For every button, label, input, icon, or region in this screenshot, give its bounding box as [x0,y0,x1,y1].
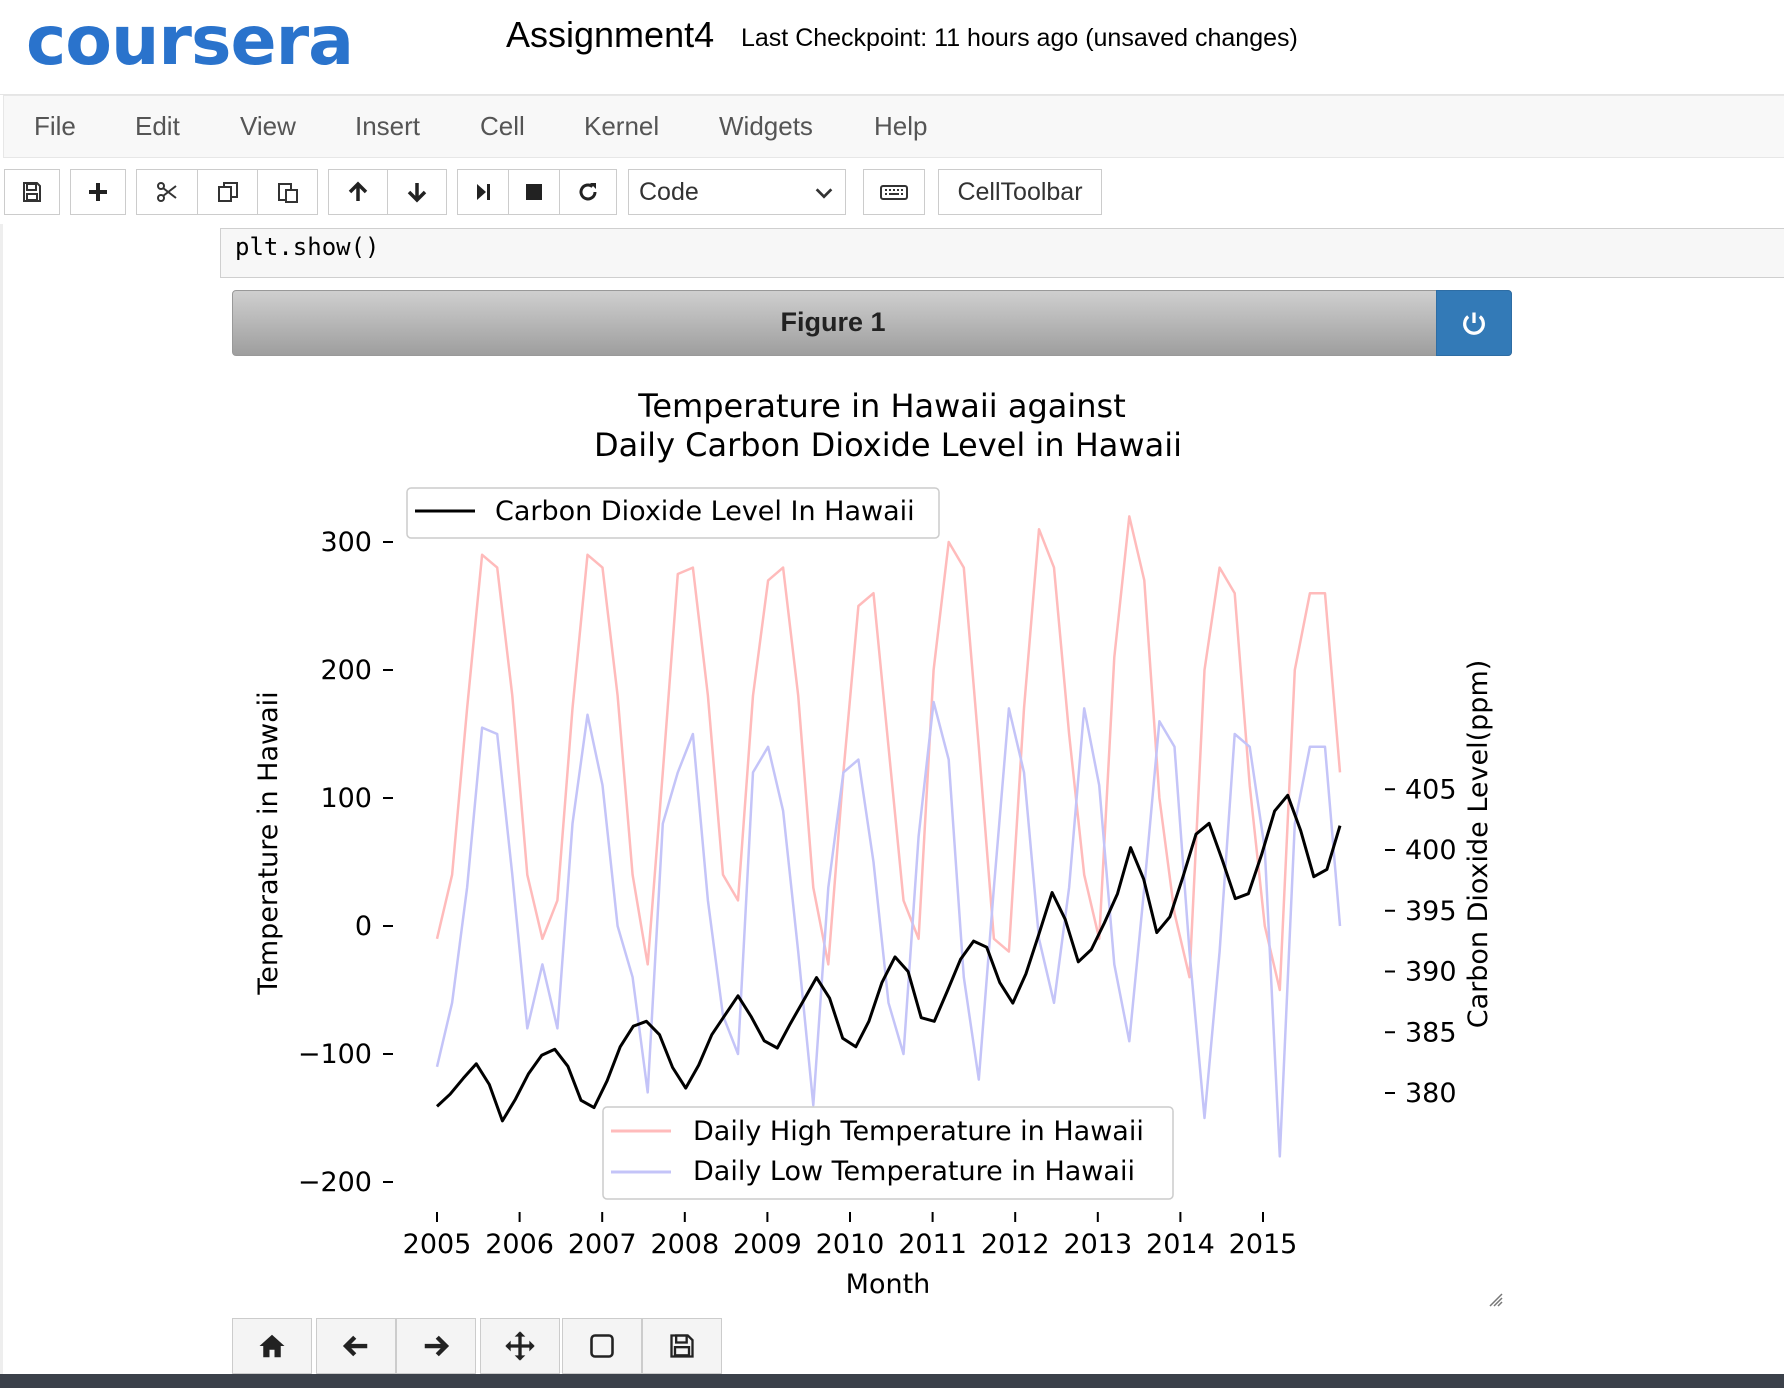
chevron-down-icon [815,188,833,199]
figure-label: Figure 1 [780,307,886,337]
power-icon [1463,312,1485,335]
menu-cell[interactable]: Cell [480,111,525,141]
save-figure-button[interactable] [642,1318,722,1374]
code-cell[interactable]: plt.show() [220,228,1784,278]
save-figure-icon [670,1334,694,1358]
save-button[interactable] [4,169,60,215]
plus-icon [89,183,107,201]
cut-button[interactable] [136,169,198,215]
arrow-up-icon [348,181,368,201]
menu-widgets[interactable]: Widgets [719,111,813,141]
resize-handle-icon[interactable] [1488,1292,1504,1308]
bottom-bar [0,1374,1784,1388]
menu-help[interactable]: Help [874,111,928,141]
run-icon [477,184,490,200]
checkpoint-status: Last Checkpoint: 11 hours ago (unsaved c… [741,24,1298,52]
cell-type-value: Code [639,178,699,206]
menu-file[interactable]: File [34,111,76,141]
keyboard-shortcuts-button[interactable] [863,169,925,215]
pan-button[interactable] [480,1318,560,1374]
add-cell-button[interactable] [70,169,126,215]
copy-icon [217,182,238,202]
move-down-button[interactable] [387,169,447,215]
back-button[interactable] [316,1318,396,1374]
zoom-button[interactable] [562,1318,642,1374]
code-line[interactable]: plt.show() [235,233,380,261]
zoom-icon [590,1334,614,1358]
home-icon [259,1334,285,1358]
menu-edit[interactable]: Edit [135,111,180,141]
notebook-title[interactable]: Assignment4 [506,14,715,55]
cell-type-select[interactable]: Code [628,169,846,215]
move-icon [505,1331,535,1361]
save-icon [23,182,41,202]
app-header: coursera Assignment4 Last Checkpoint: 11… [0,0,1784,95]
forward-icon [424,1335,450,1357]
cut-icon [157,182,177,202]
forward-button[interactable] [396,1318,476,1374]
paste-icon [277,183,298,203]
back-icon [342,1335,368,1357]
paste-button[interactable] [257,169,318,215]
stop-button[interactable] [508,169,560,215]
celltoolbar-button[interactable]: CellToolbar [938,169,1102,215]
copy-button[interactable] [197,169,258,215]
keyboard-icon [880,185,908,200]
notebook-left-edge [0,224,3,1374]
figure-header: Figure 1 [232,290,1512,356]
menubar: File Edit View Insert Cell Kernel Widget… [3,95,1784,158]
move-up-button[interactable] [328,169,388,215]
restart-icon [579,183,597,201]
menu-insert[interactable]: Insert [355,111,421,141]
close-figure-button[interactable] [1436,290,1512,356]
menu-kernel[interactable]: Kernel [584,111,660,141]
arrow-down-icon [407,183,427,203]
home-button[interactable] [232,1318,312,1374]
coursera-logo[interactable]: coursera [26,2,354,81]
run-button[interactable] [457,169,509,215]
notebook-toolbar: Code CellToolbar [0,160,1784,224]
notebook-area [0,224,1784,1388]
menu-view[interactable]: View [240,111,296,141]
stop-icon [526,184,542,200]
restart-button[interactable] [559,169,617,215]
